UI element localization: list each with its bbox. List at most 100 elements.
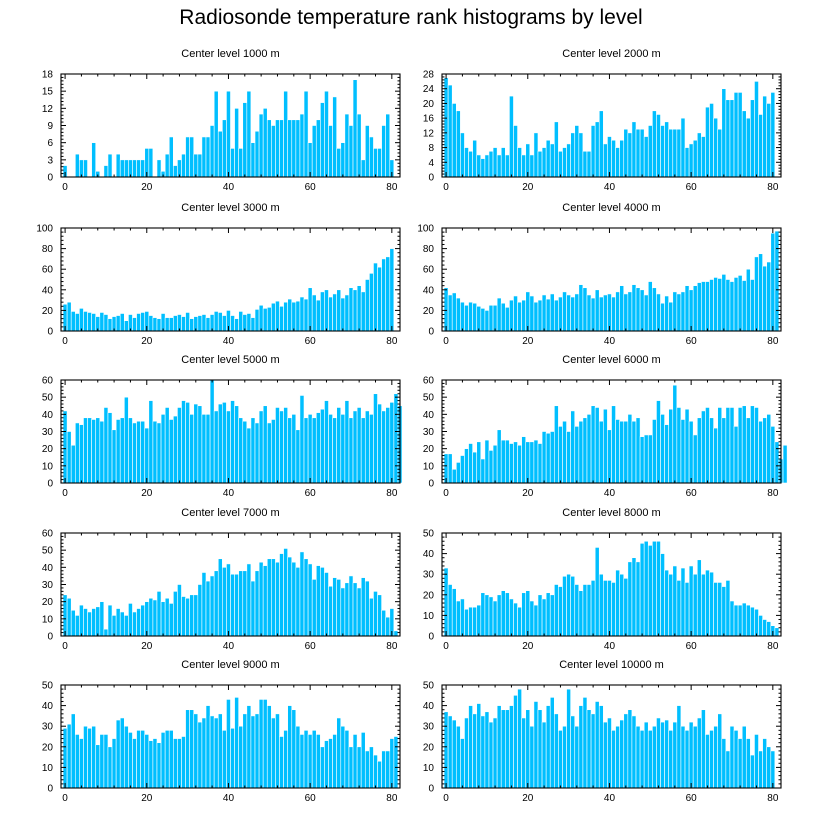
- x-tick-label: 0: [62, 641, 68, 652]
- bar: [627, 709, 633, 789]
- x-tick-label: 20: [522, 641, 534, 652]
- y-tick-label: 0: [428, 173, 434, 184]
- x-tick-label: 40: [604, 336, 616, 347]
- y-tick-label: 0: [47, 173, 53, 184]
- bar: [688, 721, 694, 789]
- bar: [660, 721, 665, 789]
- bar: [750, 754, 755, 789]
- bar: [713, 725, 718, 789]
- bar: [505, 709, 510, 789]
- bar: [586, 709, 592, 789]
- bar: [582, 697, 588, 789]
- y-tick-label: 60: [423, 265, 435, 276]
- y-tick-label: 30: [42, 427, 54, 438]
- y-tick-label: 50: [42, 546, 54, 557]
- panel-title: Center level 7000 m: [181, 507, 280, 519]
- x-tick-label: 80: [767, 641, 779, 652]
- bar: [468, 705, 473, 789]
- bar: [676, 705, 682, 789]
- bar: [656, 717, 661, 789]
- x-tick-label: 20: [522, 182, 534, 193]
- bar: [603, 721, 608, 789]
- x-tick-label: 80: [767, 182, 779, 193]
- y-tick-label: 50: [423, 393, 435, 404]
- x-tick-label: 80: [386, 488, 398, 499]
- x-tick-label: 40: [223, 641, 235, 652]
- y-tick-label: 12: [423, 128, 435, 139]
- y-tick-label: 50: [423, 681, 435, 692]
- bar: [684, 730, 690, 789]
- y-tick-label: 80: [423, 244, 435, 255]
- y-tick-label: 30: [42, 580, 54, 591]
- bar: [709, 730, 714, 789]
- x-tick-label: 0: [62, 793, 68, 804]
- plot-frame: [441, 684, 782, 789]
- x-tick-label: 20: [522, 336, 534, 347]
- x-tick-label: 40: [604, 793, 616, 804]
- y-tick-label: 28: [423, 70, 435, 81]
- x-tick-label: 0: [62, 488, 68, 499]
- bar: [619, 719, 625, 789]
- bar-series: [443, 77, 776, 178]
- bar: [460, 738, 465, 789]
- y-tick-label: 20: [423, 99, 435, 110]
- bar: [664, 719, 669, 789]
- bar-series: [62, 248, 395, 332]
- x-tick-label: 0: [443, 488, 449, 499]
- y-tick-label: 10: [42, 763, 54, 774]
- x-tick-label: 60: [305, 336, 317, 347]
- plot-frame: [441, 532, 782, 637]
- y-tick-label: 60: [42, 265, 54, 276]
- plot-frame: [60, 684, 401, 789]
- bar: [554, 713, 559, 789]
- bar: [517, 688, 522, 789]
- x-tick-label: 80: [767, 488, 779, 499]
- bar: [496, 705, 502, 789]
- bar: [549, 697, 555, 789]
- y-tick-label: 12: [42, 104, 54, 115]
- bar: [643, 721, 649, 789]
- bar: [635, 725, 641, 789]
- x-tick-label: 80: [386, 793, 398, 804]
- x-tick-label: 60: [686, 182, 698, 193]
- bar: [598, 705, 604, 789]
- bar: [721, 738, 727, 789]
- bar: [615, 725, 620, 789]
- y-tick-label: 40: [42, 410, 54, 421]
- bar: [525, 709, 531, 789]
- y-tick-label: 6: [47, 138, 53, 149]
- x-tick-label: 20: [522, 793, 534, 804]
- bar-series: [443, 540, 780, 637]
- y-tick-label: 20: [42, 597, 54, 608]
- y-tick-label: 4: [428, 158, 434, 169]
- bar: [607, 717, 612, 789]
- y-tick-label: 40: [423, 285, 435, 296]
- x-tick-label: 20: [141, 182, 153, 193]
- y-tick-label: 20: [42, 306, 54, 317]
- bar: [500, 709, 506, 789]
- bar-series: [443, 384, 788, 484]
- x-tick-label: 80: [386, 336, 398, 347]
- y-tick-label: 16: [423, 114, 435, 125]
- y-tick-label: 40: [423, 701, 435, 712]
- x-tick-label: 80: [386, 641, 398, 652]
- x-tick-label: 60: [305, 793, 317, 804]
- y-tick-label: 30: [42, 722, 54, 733]
- y-tick-label: 9: [47, 121, 53, 132]
- x-tick-label: 0: [443, 336, 449, 347]
- x-tick-label: 80: [767, 793, 779, 804]
- bar: [480, 715, 486, 789]
- plot-frame: [441, 73, 782, 178]
- bar-series: [443, 688, 776, 789]
- bar: [647, 730, 653, 789]
- bar: [492, 717, 498, 789]
- y-tick-label: 40: [423, 410, 435, 421]
- y-tick-label: 50: [42, 393, 54, 404]
- bar: [705, 734, 710, 789]
- y-tick-label: 20: [423, 590, 435, 601]
- panel-title: Center level 9000 m: [181, 659, 280, 671]
